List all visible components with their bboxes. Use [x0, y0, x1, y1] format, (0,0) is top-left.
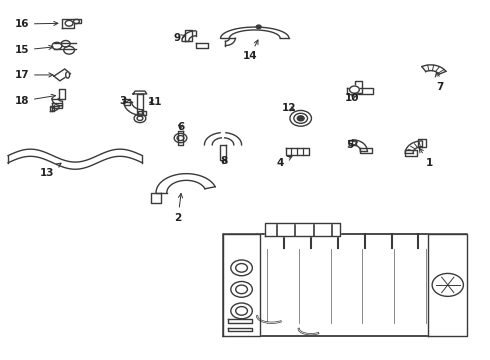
Text: 6: 6: [177, 122, 184, 132]
Polygon shape: [225, 39, 235, 45]
Text: 10: 10: [345, 93, 360, 103]
Polygon shape: [355, 81, 362, 93]
Polygon shape: [349, 140, 356, 145]
Circle shape: [432, 273, 464, 296]
Polygon shape: [228, 328, 252, 331]
Circle shape: [134, 114, 146, 123]
Polygon shape: [62, 19, 81, 28]
Polygon shape: [223, 234, 467, 336]
Circle shape: [65, 21, 73, 26]
Polygon shape: [185, 30, 192, 41]
Polygon shape: [133, 91, 147, 94]
Polygon shape: [196, 43, 208, 48]
Text: 9: 9: [173, 33, 186, 43]
Circle shape: [297, 116, 304, 121]
Polygon shape: [49, 106, 54, 111]
Polygon shape: [286, 148, 309, 154]
Polygon shape: [204, 133, 221, 145]
Polygon shape: [225, 133, 242, 145]
Polygon shape: [178, 131, 183, 145]
Polygon shape: [54, 69, 71, 81]
Polygon shape: [220, 27, 289, 39]
Polygon shape: [360, 148, 372, 153]
Polygon shape: [352, 140, 367, 150]
Text: 4: 4: [276, 156, 292, 168]
Circle shape: [231, 303, 252, 319]
Polygon shape: [223, 234, 260, 336]
Text: 18: 18: [14, 94, 55, 106]
Circle shape: [256, 25, 261, 29]
Polygon shape: [418, 139, 426, 147]
Text: 5: 5: [346, 140, 357, 150]
Polygon shape: [405, 150, 417, 156]
Polygon shape: [422, 65, 446, 74]
Polygon shape: [52, 103, 62, 108]
Text: 16: 16: [14, 19, 58, 29]
Text: 8: 8: [221, 156, 228, 166]
Circle shape: [64, 46, 74, 54]
Circle shape: [290, 111, 312, 126]
Polygon shape: [137, 94, 143, 116]
Text: 13: 13: [40, 163, 61, 178]
Polygon shape: [265, 223, 340, 235]
Circle shape: [61, 41, 70, 47]
Polygon shape: [347, 88, 373, 94]
Text: 3: 3: [119, 96, 129, 106]
Polygon shape: [228, 319, 252, 323]
Polygon shape: [405, 141, 422, 153]
Polygon shape: [124, 99, 130, 105]
Polygon shape: [182, 31, 196, 41]
Text: 15: 15: [14, 45, 53, 55]
Polygon shape: [139, 111, 147, 116]
Circle shape: [231, 282, 252, 297]
Polygon shape: [428, 234, 467, 336]
Polygon shape: [156, 174, 215, 193]
Polygon shape: [124, 102, 143, 116]
Polygon shape: [52, 106, 59, 111]
Circle shape: [349, 86, 359, 93]
Text: 2: 2: [174, 194, 183, 222]
Ellipse shape: [66, 72, 70, 78]
Text: 17: 17: [14, 70, 53, 80]
Circle shape: [74, 19, 79, 24]
Text: 11: 11: [148, 97, 162, 107]
Circle shape: [174, 134, 187, 143]
Text: 12: 12: [282, 103, 296, 113]
Polygon shape: [151, 193, 161, 203]
Text: 14: 14: [243, 40, 258, 61]
Circle shape: [294, 113, 308, 123]
Circle shape: [231, 260, 252, 276]
Polygon shape: [59, 89, 65, 99]
Text: 7: 7: [435, 73, 443, 92]
Circle shape: [52, 42, 62, 49]
Polygon shape: [220, 145, 226, 160]
Polygon shape: [52, 99, 62, 106]
Text: 1: 1: [419, 148, 433, 168]
